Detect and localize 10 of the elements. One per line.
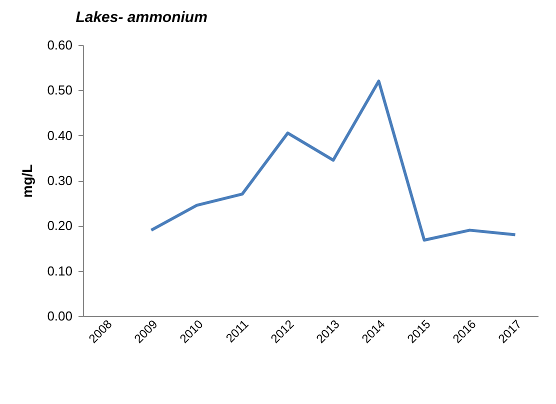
y-tick-label: 0.60 (47, 38, 72, 52)
y-axis-title: mg/L (19, 164, 36, 198)
y-tick-label: 0.30 (47, 173, 72, 188)
line-series (150, 80, 517, 242)
y-tick-label: 0.20 (47, 218, 72, 234)
y-tick-label: 0.40 (47, 128, 72, 143)
y-tick-label: 0.10 (47, 263, 72, 278)
y-tick-label: 0.50 (47, 82, 72, 98)
chart-title: Lakes- ammonium (76, 9, 208, 26)
y-tick-label: 0.00 (47, 308, 72, 324)
